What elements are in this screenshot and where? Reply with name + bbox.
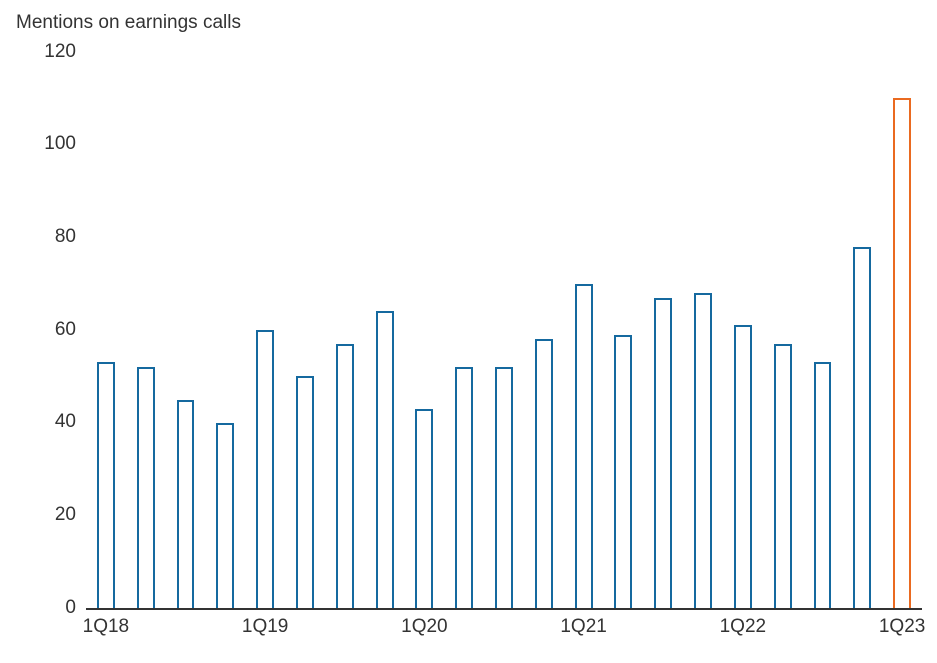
y-tick-label: 120: [44, 41, 76, 63]
x-tick-label: 1Q18: [66, 616, 146, 638]
x-tick-label: 1Q22: [703, 616, 783, 638]
bar: [296, 376, 314, 608]
bar: [455, 367, 473, 608]
bar: [774, 344, 792, 608]
bar: [853, 247, 871, 608]
bar: [137, 367, 155, 608]
y-tick-label: 80: [55, 226, 76, 248]
y-tick-label: 100: [44, 133, 76, 155]
bar: [614, 335, 632, 608]
x-tick-label: 1Q20: [384, 616, 464, 638]
earnings-mentions-chart: Mentions on earnings calls 0204060801001…: [0, 0, 937, 663]
y-tick-label: 20: [55, 504, 76, 526]
bar: [216, 423, 234, 608]
bar: [376, 311, 394, 608]
bar: [814, 362, 832, 608]
bar: [893, 98, 911, 608]
bar: [575, 284, 593, 608]
bar: [336, 344, 354, 608]
bar: [256, 330, 274, 608]
plot-area: [86, 52, 922, 610]
y-tick-label: 40: [55, 411, 76, 433]
bar: [415, 409, 433, 608]
bar: [535, 339, 553, 608]
x-tick-label: 1Q19: [225, 616, 305, 638]
bar: [734, 325, 752, 608]
bar: [97, 362, 115, 608]
x-tick-label: 1Q21: [544, 616, 624, 638]
bar: [694, 293, 712, 608]
bar: [495, 367, 513, 608]
bar: [177, 400, 195, 609]
bar: [654, 298, 672, 608]
chart-title: Mentions on earnings calls: [16, 12, 241, 34]
y-tick-label: 60: [55, 319, 76, 341]
x-tick-label: 1Q23: [862, 616, 937, 638]
